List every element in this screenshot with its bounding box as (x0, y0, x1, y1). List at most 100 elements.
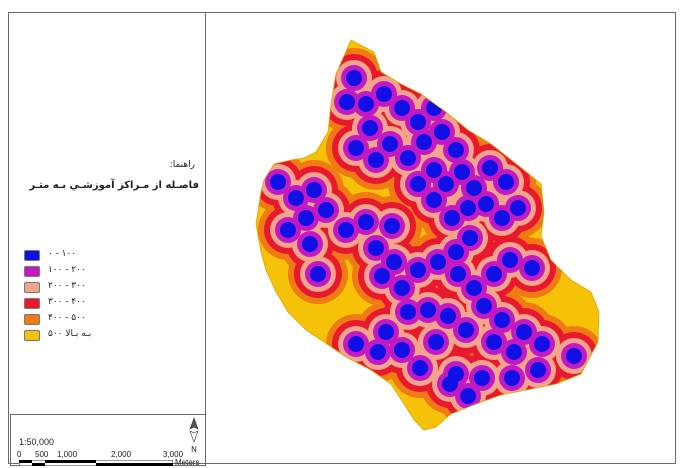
buffer-zone (400, 304, 416, 320)
buffer-zone (474, 370, 490, 386)
buffer-zone (502, 252, 518, 268)
buffer-zone (476, 298, 492, 314)
scale-bar (19, 460, 173, 466)
buffer-zone (358, 96, 374, 112)
scale-box: N 1:50,000 0 500 1,000 2,000 3,000 Meter… (10, 414, 207, 467)
buffer-zone (374, 268, 390, 284)
north-arrow-icon: N (187, 417, 201, 454)
buffer-zone (506, 344, 522, 360)
scale-ratio: 1:50,000 (19, 437, 55, 447)
buffer-zone (534, 336, 550, 352)
buffer-zone (416, 134, 432, 150)
legend-swatch (24, 266, 40, 277)
buffer-zone (420, 302, 436, 318)
buffer-zone (358, 214, 374, 230)
buffer-zone (566, 348, 582, 364)
legend-item-500-plus: ۵۰۰ بـه بـالا (24, 328, 174, 344)
buffer-zone (426, 192, 442, 208)
buffer-zone (448, 142, 464, 158)
buffer-zone (460, 200, 476, 216)
legend-heading: راهنما: (169, 160, 195, 170)
legend-label: ۱۰۰ - ۲۰۰ (48, 265, 86, 275)
legend-title: فاصـله از مـراكز آموزشـي بـه متـر (29, 180, 199, 191)
scale-tick-label: 0 (17, 450, 22, 459)
buffer-zone (412, 360, 428, 376)
buffer-zone (486, 334, 502, 350)
buffer-zone (394, 280, 410, 296)
buffer-zone (438, 176, 454, 192)
buffer-zone (440, 308, 456, 324)
scale-ticks: 0 500 1,000 2,000 3,000 (17, 450, 207, 460)
map-frame (8, 12, 676, 464)
buffer-zone (384, 218, 400, 234)
buffer-zone (430, 254, 446, 270)
scale-tick-label: 2,000 (111, 450, 132, 459)
buffer-zone (516, 324, 532, 340)
buffer-zone (458, 322, 474, 338)
buffer-zone (394, 100, 410, 116)
legend-item-400-500: ۴۰۰ - ۵۰۰ (24, 312, 174, 328)
buffer-zone (280, 222, 296, 238)
buffer-zone (378, 324, 394, 340)
buffer-zone (466, 180, 482, 196)
buffer-zone (310, 266, 326, 282)
buffer-zone (504, 370, 520, 386)
buffer-zone (368, 240, 384, 256)
legend-label: ۳۰۰ - ۴۰۰ (48, 297, 86, 307)
scale-tick-label: 3,000 (163, 450, 184, 459)
buffer-zone (486, 266, 502, 282)
buffer-zone (426, 100, 442, 116)
buffer-zone (482, 160, 498, 176)
buffer-zone (444, 210, 460, 226)
buffer-zone (448, 244, 464, 260)
buffer-zone (394, 342, 410, 358)
buffer-zone (339, 94, 355, 110)
buffer-zone (462, 230, 478, 246)
legend-label: ۵۰۰ بـه بـالا (48, 329, 92, 339)
scale-tick-label: 500 (35, 450, 49, 459)
buffer-zone (376, 86, 392, 102)
map-area (206, 12, 676, 464)
buffer-zone (494, 312, 510, 328)
north-label: N (191, 445, 197, 454)
legend-item-100-200: ۱۰۰ - ۲۰۰ (24, 264, 174, 280)
buffer-zone (370, 344, 386, 360)
legend-swatch (24, 282, 40, 293)
buffer-zone (270, 174, 286, 190)
buffer-zone (318, 202, 334, 218)
buffer-zone (478, 196, 494, 212)
buffer-zone (530, 362, 546, 378)
legend-swatch (24, 250, 40, 261)
buffer-zone (306, 182, 322, 198)
buffer-zone (498, 174, 514, 190)
legend-label: ۰ - ۱۰۰ (48, 249, 77, 259)
legend-label: ۴۰۰ - ۵۰۰ (48, 313, 86, 323)
scale-unit: Meters (175, 458, 200, 467)
legend-list: ۰ - ۱۰۰ ۱۰۰ - ۲۰۰ ۲۰۰ - ۳۰۰ ۳۰۰ - ۴۰۰ ۴۰… (24, 248, 174, 344)
buffer-zone (410, 262, 426, 278)
buffer-zone (426, 162, 442, 178)
buffer-zone (510, 200, 526, 216)
buffer-zone (466, 280, 482, 296)
buffer-zone (348, 336, 364, 352)
buffer-zone (382, 136, 398, 152)
buffer-zone (434, 124, 450, 140)
buffer-zone (460, 388, 476, 404)
buffer-zone (442, 376, 458, 392)
buffer-zone (338, 222, 354, 238)
buffer-zone (302, 236, 318, 252)
buffer-zone (362, 120, 378, 136)
buffer-zone (450, 266, 466, 282)
buffer-zone (410, 114, 426, 130)
legend-panel: راهنما: فاصـله از مـراكز آموزشـي بـه متـ… (8, 12, 207, 467)
scale-tick-label: 1,000 (57, 450, 78, 459)
legend-item-300-400: ۳۰۰ - ۴۰۰ (24, 296, 174, 312)
buffer-zone (288, 190, 304, 206)
legend-item-0-100: ۰ - ۱۰۰ (24, 248, 174, 264)
legend-swatch (24, 298, 40, 309)
buffer-zone (386, 254, 402, 270)
legend-label: ۲۰۰ - ۳۰۰ (48, 281, 86, 291)
buffer-zone (368, 152, 384, 168)
buffer-zone (428, 334, 444, 350)
buffer-zone (400, 150, 416, 166)
